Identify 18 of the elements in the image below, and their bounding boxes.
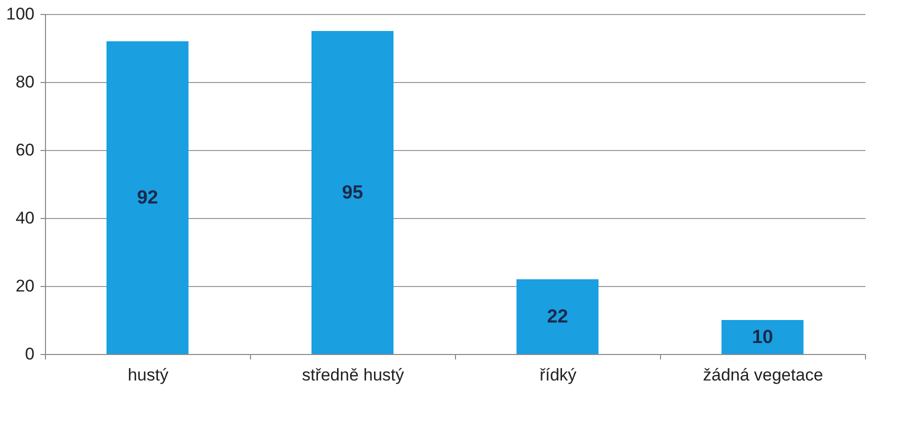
y-tick-label: 40 bbox=[16, 208, 34, 228]
x-tick-label: hustý bbox=[128, 366, 169, 384]
y-tick-label: 60 bbox=[16, 140, 34, 160]
y-tick-label: 80 bbox=[16, 72, 34, 92]
x-tick-label: středně hustý bbox=[302, 366, 405, 384]
bar bbox=[106, 41, 188, 354]
y-tick-label: 100 bbox=[6, 4, 34, 24]
x-tick-label: řídký bbox=[540, 366, 577, 384]
data-label: 92 bbox=[136, 188, 158, 209]
bar bbox=[722, 320, 804, 354]
x-tick-label: žádná vegetace bbox=[702, 366, 824, 384]
y-tick-label: 0 bbox=[25, 344, 34, 364]
data-label: 22 bbox=[546, 306, 568, 328]
data-label: 95 bbox=[342, 182, 364, 204]
y-tick-label: 20 bbox=[16, 276, 34, 296]
bar bbox=[516, 279, 598, 354]
bar bbox=[312, 31, 394, 354]
data-label: 10 bbox=[752, 327, 774, 348]
